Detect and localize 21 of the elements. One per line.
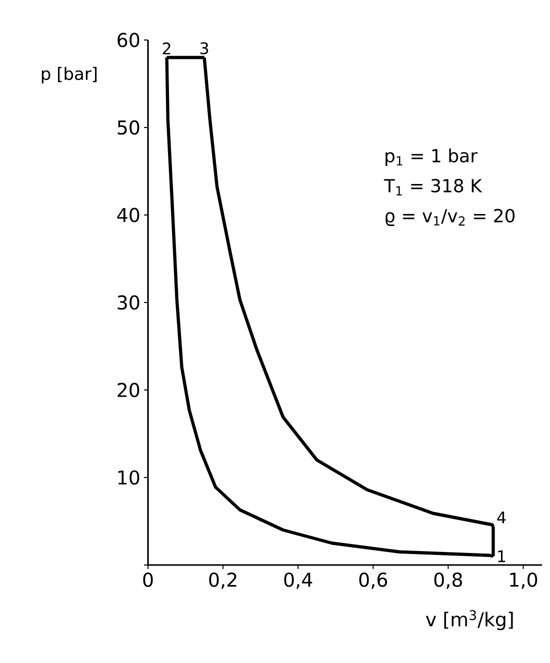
y-tick-label: 50 [118, 120, 140, 135]
x-tick-label: 0,4 [284, 572, 312, 589]
x-tick-label: 0 [143, 572, 153, 587]
x-tick-label: 0,8 [434, 572, 462, 589]
y-tick-label: 20 [118, 382, 140, 398]
y-tick-label: 60 [118, 32, 140, 48]
x-tick-label: 1,0 [510, 572, 538, 589]
x-axis-title: v [m$^{3}$/kg] [426, 610, 513, 630]
y-tick-label: 10 [118, 470, 140, 485]
annotation: T$_{1}$ = 318 K [384, 178, 482, 196]
annotation: p$_{1}$ = 1 bar [386, 148, 478, 166]
y-tick-label: 40 [117, 208, 140, 222]
y-axis-title: p [bar] [42, 66, 97, 84]
annotation: 1 [498, 550, 506, 562]
y-tick-label: 30 [118, 295, 140, 310]
annotation: ϱ = v$_{1}$/v$_{2}$ = 20 [386, 208, 515, 226]
annotation: 3 [200, 42, 208, 54]
x-tick-label: 0,2 [209, 572, 236, 589]
annotation: 2 [162, 42, 170, 54]
x-tick-label: 0,6 [359, 572, 388, 589]
annotation: 4 [497, 512, 506, 524]
